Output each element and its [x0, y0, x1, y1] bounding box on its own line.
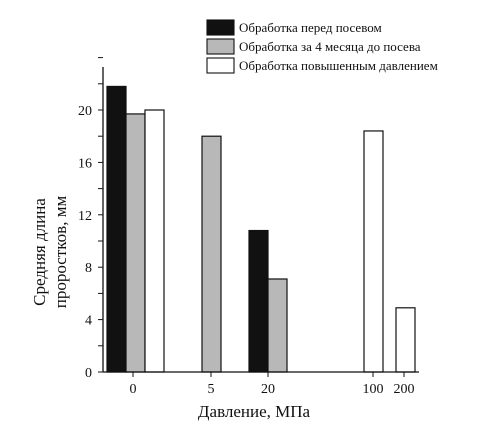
y-tick-label: 20: [78, 104, 92, 119]
legend-label-2: Обработка за 4 месяца до посева: [239, 39, 421, 54]
legend-label-1: Обработка перед посевом: [239, 20, 382, 35]
x-tick-label-0: 0: [130, 382, 137, 397]
axes-group: [102, 67, 419, 373]
x-tick-label-100: 100: [363, 382, 384, 397]
legend-swatch-3: [206, 57, 235, 74]
y-axis-title-line-2: проростков, мм: [51, 196, 70, 309]
legend-swatch-1: [206, 19, 235, 36]
y-tick-label: 4: [85, 314, 92, 329]
x-ticks-group: 0 5 20 100 200: [130, 372, 415, 397]
y-ticks-group: 0 4 8 12 16 20: [78, 57, 103, 381]
x-tick-label-200: 200: [394, 382, 415, 397]
y-tick-label: 16: [78, 156, 92, 171]
x-tick-label-20: 20: [261, 382, 275, 397]
bar-3-0: [144, 109, 165, 373]
chart-legend: Обработка перед посевом Обработка за 4 ме…: [206, 19, 438, 74]
bar-3-100: [363, 130, 384, 373]
y-tick-label: 0: [85, 366, 92, 381]
bar-2-5: [201, 135, 222, 373]
y-tick-label: 12: [78, 209, 92, 224]
bar-3-200: [395, 307, 416, 373]
bar-1-20: [248, 229, 269, 373]
legend-swatch-2: [206, 38, 235, 55]
bar-2-0: [125, 113, 146, 373]
x-axis-title: Давление, МПа: [198, 402, 311, 421]
y-axis-title-line-1: Средняя длина: [30, 198, 49, 306]
bars-group: [106, 85, 416, 373]
bar-2-20: [267, 278, 288, 373]
y-tick-label: 8: [85, 261, 92, 276]
x-tick-label-5: 5: [208, 382, 215, 397]
legend-label-3: Обработка повышенным давлением: [239, 58, 438, 73]
bar-1-0: [106, 85, 127, 373]
